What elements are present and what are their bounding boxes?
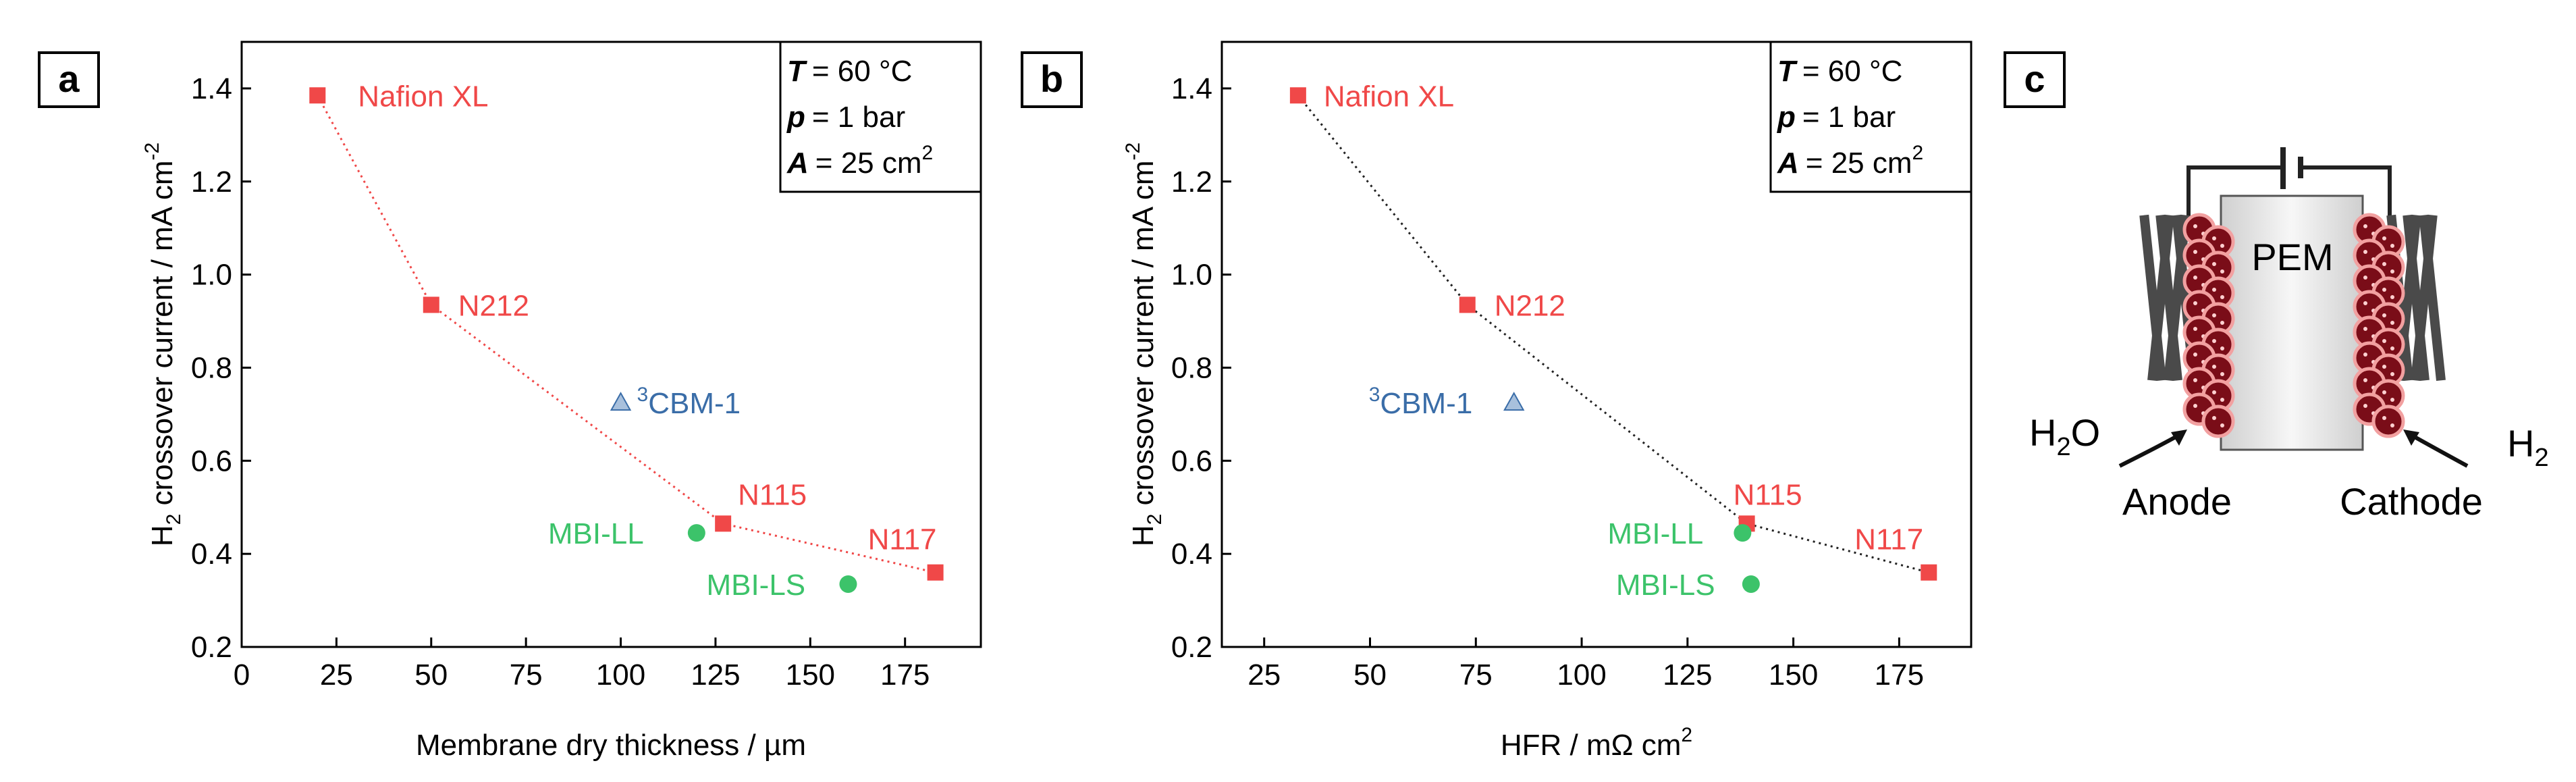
y-tick-label-b: 1.0 xyxy=(1171,259,1212,292)
point-label-mbi-ll: MBI-LL xyxy=(548,517,644,550)
y-tick-label-a: 0.2 xyxy=(191,631,232,664)
point-label-nafion-xl: Nafion XL xyxy=(1324,80,1454,113)
y-tick-label-b: 1.4 xyxy=(1171,72,1212,105)
panel-b-badge xyxy=(1021,51,1083,108)
data-point-n115 xyxy=(715,515,732,532)
hydrogen-arrow-icon xyxy=(2407,432,2469,468)
point-label-cbm-1: 3CBM-1 xyxy=(637,384,741,420)
y-tick-label-a: 0.6 xyxy=(191,444,232,477)
x-tick-label-a: 100 xyxy=(596,658,645,692)
y-tick-label-b: 0.8 xyxy=(1171,351,1212,384)
plot-area-b xyxy=(1220,41,1973,648)
x-tick-label-a: 150 xyxy=(786,658,835,692)
x-tick-label-a: 0 xyxy=(234,658,250,692)
x-tick-label-b: 150 xyxy=(1769,658,1818,692)
cond-a-t: T = 60 °C xyxy=(787,55,912,88)
panel-b-letter: b xyxy=(1040,57,1063,100)
x-axis-label-a: Membrane dry thickness / µm xyxy=(416,729,806,762)
conditions-box-b: T = 60 °C p = 1 bar A = 25 cm2 xyxy=(1769,41,1973,193)
point-label-n212: N212 xyxy=(1495,289,1565,322)
x-tick-label-b: 100 xyxy=(1557,658,1606,692)
point-label-n115: N115 xyxy=(738,478,807,511)
hydrogen-label: H2 xyxy=(2507,422,2549,472)
point-label-mbi-ll: MBI-LL xyxy=(1607,517,1703,550)
data-point-n117 xyxy=(927,564,944,581)
panel-c-badge xyxy=(2004,51,2066,108)
nafion-trend-line-a xyxy=(316,95,936,574)
point-label-n115: N115 xyxy=(1734,478,1802,511)
x-tick-label-a: 75 xyxy=(510,658,543,692)
cathode-label: Cathode xyxy=(2340,480,2483,523)
water-arrow-icon xyxy=(2118,432,2183,468)
schematic-panel-c: c PEM H2O H2 Anode Cathode xyxy=(2004,51,2549,523)
x-tick-label-a: 125 xyxy=(691,658,740,692)
point-label-mbi-ls: MBI-LS xyxy=(1616,569,1715,602)
x-axis-label-b: HFR / mΩ cm2 xyxy=(1501,724,1692,762)
data-point-n212 xyxy=(1459,296,1476,313)
point-label-n117: N117 xyxy=(1854,523,1923,556)
data-point-nafion-xl xyxy=(309,87,326,104)
cathode-catalyst-layer xyxy=(2353,213,2405,438)
plot-area-a xyxy=(240,41,982,648)
y-tick-label-a: 0.8 xyxy=(191,351,232,384)
nafion-trend-line-b xyxy=(1297,95,1929,574)
x-tick-label-b: 175 xyxy=(1875,658,1924,692)
y-tick-label-b: 0.6 xyxy=(1171,444,1212,477)
data-point-mbi-ls xyxy=(839,575,857,593)
cond-b-p: p = 1 bar xyxy=(1777,101,1896,134)
x-tick-label-b: 25 xyxy=(1247,658,1281,692)
point-label-n212: N212 xyxy=(458,289,529,322)
cond-b-t: T = 60 °C xyxy=(1777,55,1902,88)
data-point-cbm-1 xyxy=(1503,392,1525,411)
x-tick-label-a: 175 xyxy=(880,658,930,692)
point-label-mbi-ls: MBI-LS xyxy=(706,569,805,602)
point-label-nafion-xl: Nafion XL xyxy=(358,80,488,113)
data-point-cbm-1 xyxy=(610,392,632,411)
chart-panel-b: b 25 50 75 100 125 150 175 0.2 0.4 0.6 0.8 1.0 1.2 1.… xyxy=(1021,41,1973,762)
data-point-mbi-ls xyxy=(1742,575,1760,593)
y-tick-label-a: 0.4 xyxy=(191,538,232,571)
x-tick-label-a: 50 xyxy=(414,658,448,692)
data-point-n212 xyxy=(423,296,439,313)
y-axis-label-a: H2 crossover current / mA cm-2 xyxy=(141,142,185,546)
cond-a-a: A = 25 cm2 xyxy=(786,142,933,180)
pem-membrane xyxy=(2220,194,2364,451)
x-tick-label-b: 125 xyxy=(1663,658,1712,692)
y-tick-label-a: 1.2 xyxy=(191,165,232,199)
cond-b-a: A = 25 cm2 xyxy=(1777,142,1923,180)
data-point-n117 xyxy=(1921,564,1937,581)
y-tick-label-b: 0.4 xyxy=(1171,538,1212,571)
anode-label: Anode xyxy=(2122,480,2232,523)
circuit-wire-left xyxy=(2186,165,2282,217)
pem-label: PEM xyxy=(2251,236,2333,278)
data-point-nafion-xl xyxy=(1289,87,1306,104)
cond-a-p: p = 1 bar xyxy=(786,101,905,134)
conditions-box-a: T = 60 °C p = 1 bar A = 25 cm2 xyxy=(779,41,982,193)
y-tick-label-a: 1.0 xyxy=(191,259,232,292)
data-point-mbi-ll xyxy=(687,524,705,542)
x-tick-label-b: 50 xyxy=(1353,658,1387,692)
y-tick-label-a: 1.4 xyxy=(191,72,232,105)
chart-panel-a: a 0 25 50 75 100 125 150 175 0.2 0.4 0.6 0.8 1.0 1.2 1… xyxy=(38,41,982,762)
point-label-cbm-1: 3CBM-1 xyxy=(1369,384,1473,420)
y-tick-label-b: 1.2 xyxy=(1171,165,1212,199)
panel-a-letter: a xyxy=(58,57,80,100)
x-tick-label-a: 25 xyxy=(320,658,353,692)
x-tick-label-b: 75 xyxy=(1459,658,1493,692)
panel-a-badge xyxy=(38,51,100,108)
panel-c-letter: c xyxy=(2024,57,2045,100)
water-label: H2O xyxy=(2029,411,2100,461)
anode-catalyst-layer xyxy=(2182,213,2235,438)
point-label-n117: N117 xyxy=(868,523,937,556)
data-point-mbi-ll xyxy=(1734,524,1752,542)
y-tick-label-b: 0.2 xyxy=(1171,631,1212,664)
circuit-wire-right xyxy=(2302,165,2392,217)
y-axis-label-b: H2 crossover current / mA cm-2 xyxy=(1122,142,1166,546)
